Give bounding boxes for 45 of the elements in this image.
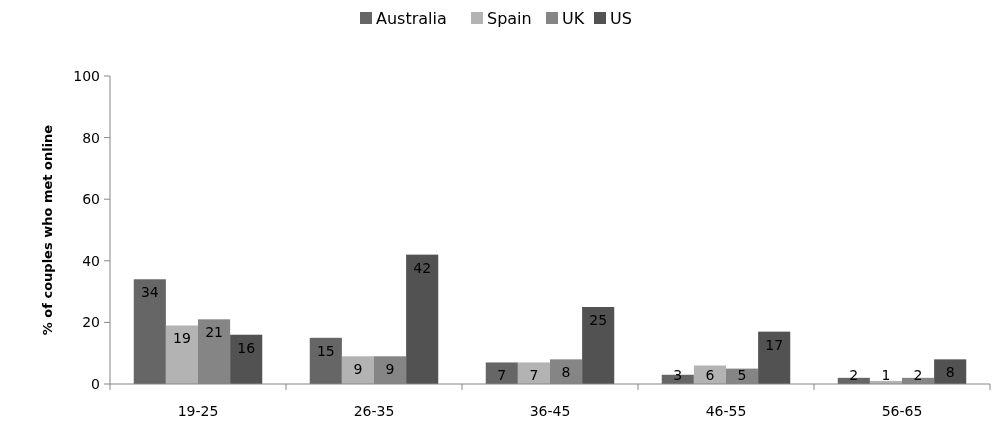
legend-label: UK (562, 9, 585, 28)
data-label: 7 (529, 367, 539, 383)
x-tick-label: 36-45 (529, 403, 571, 419)
bar (406, 254, 439, 384)
x-tick-label: 56-65 (881, 403, 923, 419)
data-label: 2 (913, 367, 923, 383)
bar (133, 279, 166, 384)
data-label: 1 (881, 367, 891, 383)
bar (758, 331, 791, 384)
bar (230, 334, 263, 384)
data-label: 9 (353, 361, 363, 378)
data-label: 17 (765, 336, 784, 353)
bar (517, 362, 550, 384)
legend-label: US (610, 9, 632, 28)
bar (341, 356, 374, 384)
bar (309, 337, 342, 384)
y-tick-label: 20 (82, 314, 100, 331)
bar (582, 307, 615, 384)
x-tick-label: 26-35 (353, 403, 395, 419)
y-tick-label: 100 (73, 67, 100, 84)
legend-label: Spain (487, 9, 532, 28)
y-tick-label: 60 (82, 191, 100, 208)
bar (934, 359, 967, 384)
bar (485, 362, 518, 384)
data-label: 6 (705, 367, 715, 383)
data-label: 5 (737, 367, 747, 383)
data-label: 42 (413, 259, 432, 276)
data-label: 8 (561, 364, 571, 381)
x-tick-label: 19-25 (177, 403, 219, 419)
data-label: 9 (385, 361, 395, 378)
data-label: 7 (497, 367, 507, 383)
bar (165, 325, 198, 384)
data-label: 15 (316, 342, 335, 359)
data-label: 21 (205, 324, 223, 341)
y-tick-label: 40 (82, 252, 100, 269)
data-label: 19 (173, 330, 191, 347)
y-axis-title: % of couples who met online (40, 124, 55, 336)
legend-label: Australia (376, 9, 447, 28)
data-label: 25 (589, 312, 608, 328)
x-tick-label: 46-55 (705, 403, 747, 419)
y-tick-label: 0 (91, 375, 100, 392)
data-label: 16 (237, 339, 256, 356)
y-tick-label: 80 (82, 129, 100, 146)
data-label: 8 (945, 364, 955, 381)
data-label: 34 (140, 284, 159, 301)
